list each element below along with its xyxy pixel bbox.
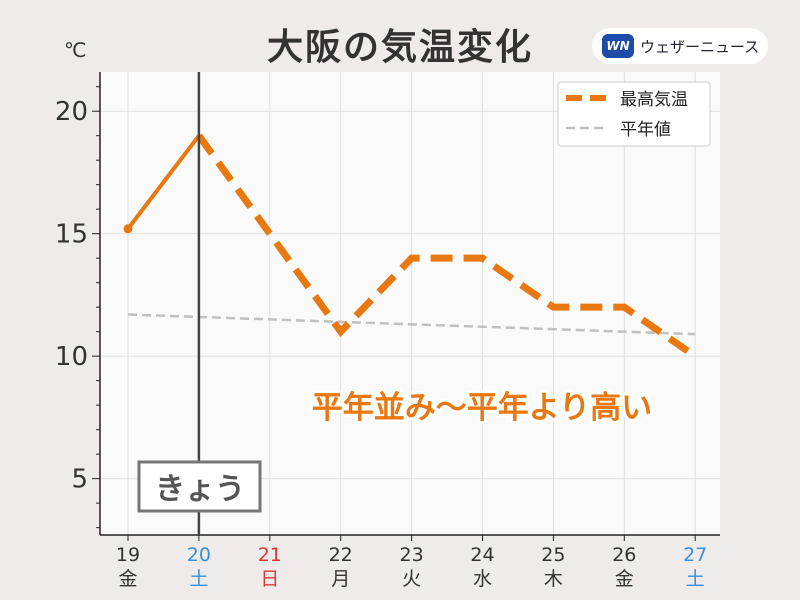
plot-area <box>100 72 720 535</box>
normal-temperature-line <box>127 313 696 336</box>
x-tick-day: 木 <box>544 568 563 590</box>
x-tick-date: 27 <box>683 544 707 566</box>
chart-title: 大阪の気温変化 <box>266 27 533 68</box>
legend-label-normal: 平年値 <box>620 120 671 140</box>
today-label: きょう <box>155 472 245 507</box>
x-tick-day: 水 <box>473 568 492 590</box>
x-tick-date: 20 <box>187 544 211 566</box>
x-tick-date: 22 <box>329 544 353 566</box>
max-temperature-observed-line <box>126 134 201 230</box>
x-tick-day: 月 <box>331 568 350 590</box>
x-tick-date: 26 <box>612 544 636 566</box>
y-tick-label: 5 <box>71 465 88 495</box>
x-tick-day: 土 <box>189 568 208 590</box>
x-tick-date: 25 <box>541 544 565 566</box>
x-tick-date: 23 <box>400 544 424 566</box>
y-tick-label: 15 <box>55 220 88 250</box>
x-tick-day: 金 <box>118 568 137 590</box>
weathernews-logo-icon: WN <box>602 34 634 58</box>
logo-text: ウェザーニュース <box>640 37 760 56</box>
weathernews-logo: WN ウェザーニュース <box>592 28 768 64</box>
x-tick-day: 金 <box>615 568 634 590</box>
y-tick-label: 20 <box>55 97 88 127</box>
x-tick-day: 火 <box>402 568 421 590</box>
x-tick-date: 21 <box>258 544 282 566</box>
x-tick-date: 24 <box>470 544 494 566</box>
y-tick-label: 10 <box>55 342 88 372</box>
unit-label: ℃ <box>64 38 87 62</box>
today-label-box <box>137 460 262 513</box>
x-tick-date: 19 <box>116 544 140 566</box>
x-tick-day: 日 <box>260 568 279 590</box>
max-temperature-forecast-line <box>196 133 698 360</box>
trend-annotation: 平年並み〜平年より高い <box>312 390 652 426</box>
legend-label-max-temperature: 最高気温 <box>620 90 688 110</box>
x-tick-day: 土 <box>686 568 705 590</box>
max-temperature-point <box>123 224 133 234</box>
